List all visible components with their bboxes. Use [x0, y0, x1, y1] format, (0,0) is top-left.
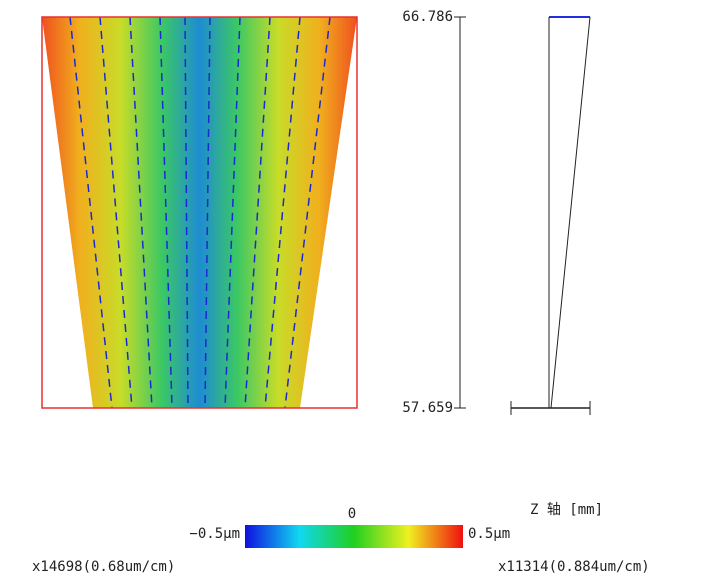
surface-map — [42, 17, 357, 408]
left-scale: x14698(0.68um/cm) — [32, 559, 175, 575]
z-axis-top-label: 66.786 — [402, 9, 453, 25]
map-frame — [41, 16, 358, 409]
color-bar-max-label: 0.5μm — [468, 526, 510, 542]
right-scale: x11314(0.884um/cm) — [498, 559, 650, 575]
color-bar-mid-label: 0 — [348, 506, 356, 522]
contour-lines — [69, 16, 331, 409]
profile-edge — [550, 16, 591, 409]
z-axis-bottom-label: 57.659 — [402, 400, 453, 416]
color-bar — [245, 525, 463, 548]
z-axis-label: Z 轴 [mm] — [530, 502, 603, 518]
color-bar-min-label: −0.5μm — [189, 526, 240, 542]
